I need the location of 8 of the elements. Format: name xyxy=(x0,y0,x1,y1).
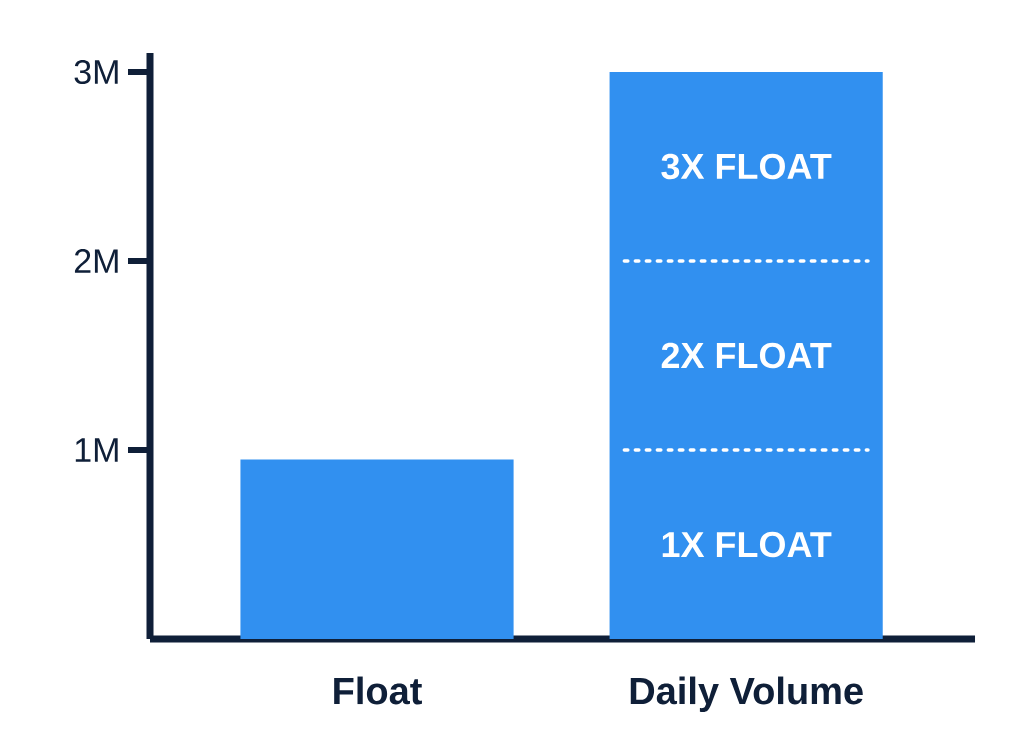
series-label: 3X FLOAT xyxy=(661,153,832,180)
x-tick-label: Float xyxy=(334,676,422,705)
y-tick-label: 1M xyxy=(75,438,118,462)
series-label: 1X FLOAT xyxy=(662,531,832,558)
y-tick-label: 3M xyxy=(74,59,118,85)
x-tick-label: Daily Volume xyxy=(630,676,863,712)
y-tick-label: 2M xyxy=(74,249,118,273)
series-label: 2X FLOAT xyxy=(661,342,832,369)
